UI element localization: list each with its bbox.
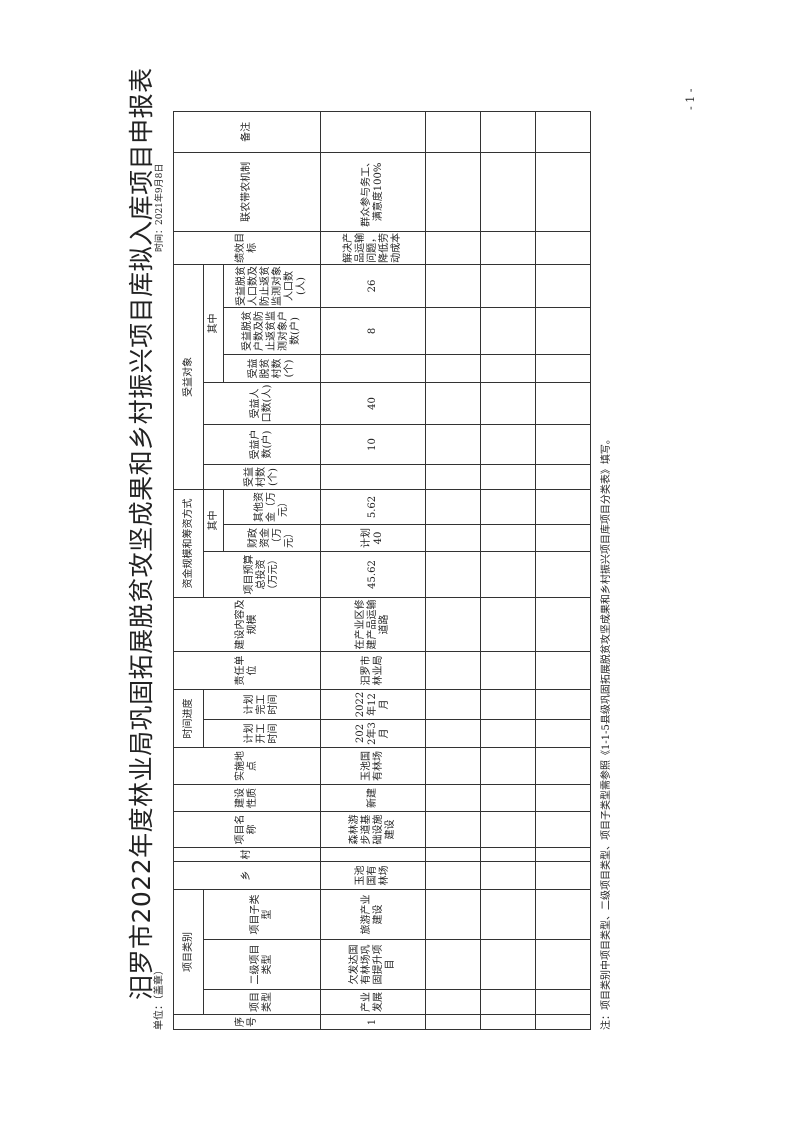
- cell-fiscal: 计划40: [320, 524, 426, 552]
- header-benef-among: 其中: [203, 264, 224, 383]
- header-remark: 备注: [173, 111, 321, 153]
- header-p-people: 受益脱贫人口数及防止返贫监测对象人口数(人): [223, 264, 321, 308]
- header-type2: 二级项目类型: [203, 939, 321, 990]
- cell-location: 玉池国有林场: [320, 747, 426, 785]
- cell-p-people: 26: [320, 264, 426, 308]
- empty-row: [425, 111, 481, 1030]
- header-fiscal: 财政资金（万元）: [223, 524, 321, 552]
- cell-start: 2022年3月: [320, 719, 426, 748]
- header-p-households: 受益脱贫户数及防止返贫监测对象户数(户): [223, 307, 321, 355]
- header-name: 项目名称: [173, 811, 321, 848]
- cell-subtype: 旅游产业建设: [320, 889, 426, 940]
- header-village: 村: [173, 847, 321, 862]
- header-mechanism: 联农带农机制: [173, 152, 321, 232]
- cell-goal: 解决产品运输问题，降低劳动成本: [320, 231, 426, 265]
- unit-label: 单位：（盖章）: [154, 965, 165, 1030]
- cell-type: 产业发展: [320, 989, 426, 1015]
- cell-b-villages: [320, 464, 426, 490]
- cell-other: 5.62: [320, 489, 426, 525]
- cell-content: 在产业区修建产品运输道路: [320, 597, 426, 652]
- header-p-villages: 受益脱贫村数(个): [223, 354, 321, 383]
- cell-name: 森林游步道基础设施建设: [320, 811, 426, 848]
- header-b-villages: 受益村数(个): [203, 464, 321, 490]
- cell-end: 2022年12月: [320, 689, 426, 720]
- header-time-group: 时间进度: [173, 689, 204, 748]
- header-fund-among: 其中: [203, 489, 224, 552]
- cell-b-people: 40: [320, 382, 426, 425]
- header-beneficiary-group: 受益对象: [173, 264, 204, 490]
- cell-township: 玉池国有林场: [320, 861, 426, 890]
- empty-row: [480, 111, 536, 1030]
- header-subtype: 项目子类型: [203, 889, 321, 940]
- header-fund-group: 资金规模和筹资方式: [173, 489, 204, 598]
- header-location: 实施地点: [173, 747, 321, 785]
- empty-row: [535, 111, 591, 1030]
- cell-remark: [320, 111, 426, 153]
- header-other: 其他资金（万元）: [223, 489, 321, 525]
- header-total: 项目预算总投资（万元）: [203, 551, 321, 598]
- cell-mechanism: 群众参与务工、满意度100%: [320, 152, 426, 232]
- header-end: 计划完工时间: [203, 689, 321, 720]
- cell-p-villages: [320, 354, 426, 383]
- header-b-households: 受益户数(户): [203, 424, 321, 465]
- header-category-group: 项目类别: [173, 889, 204, 1015]
- footnote: 注：项目类别中项目类型、二级项目类型、项目子类型需参照《1-1-5县级巩固拓展脱…: [601, 434, 612, 1030]
- header-seq: 序号: [173, 1014, 321, 1030]
- project-table: 序号 项目类别 乡 村 项目名称 建设性质 实施地点 时间进度 责任单位 建设内…: [173, 111, 591, 1030]
- cell-unit: 汨罗市林业局: [320, 651, 426, 690]
- page-number: - 1 -: [684, 88, 697, 110]
- table-row: 1 产业发展 欠发达国有林场巩固提升项目 旅游产业建设 玉池国有林场 森林游步道…: [320, 111, 426, 1030]
- cell-village: [320, 847, 426, 862]
- header-start: 计划开工时间: [203, 719, 321, 748]
- header-township: 乡: [173, 861, 321, 890]
- header-unit: 责任单位: [173, 651, 321, 690]
- date-label: 时间：2021年9月8日: [155, 163, 165, 252]
- header-goal: 绩效目标: [173, 231, 321, 265]
- cell-nature: 新建: [320, 784, 426, 812]
- cell-seq: 1: [320, 1014, 426, 1030]
- header-b-people: 受益人口数(人): [203, 382, 321, 425]
- cell-b-households: 10: [320, 424, 426, 465]
- cell-total: 45.62: [320, 551, 426, 598]
- header-content: 建设内容及规模: [173, 597, 321, 652]
- header-type: 项目类型: [203, 989, 321, 1015]
- cell-type2: 欠发达国有林场巩固提升项目: [320, 939, 426, 990]
- header-nature: 建设性质: [173, 784, 321, 812]
- cell-p-households: 8: [320, 307, 426, 355]
